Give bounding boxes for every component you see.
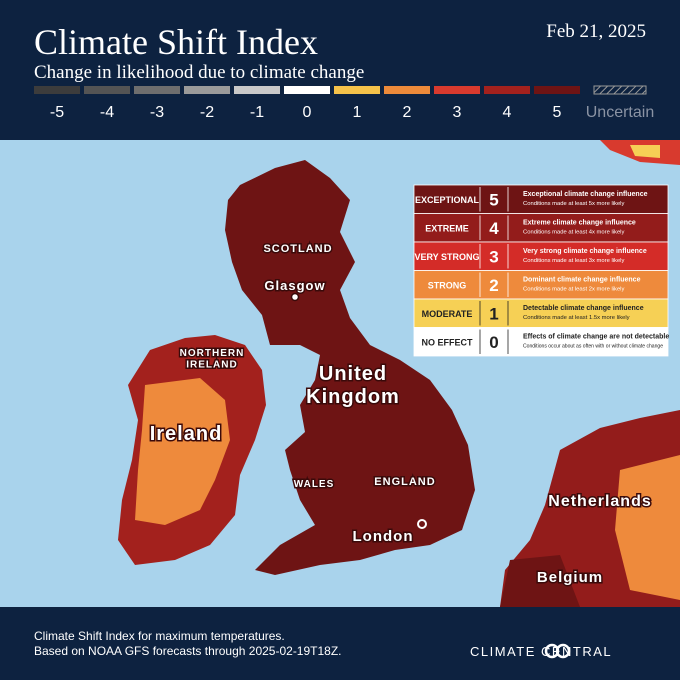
legend-row <box>413 327 669 357</box>
city-marker <box>290 292 300 302</box>
date: Feb 21, 2025 <box>546 21 646 42</box>
legend-row <box>413 298 669 328</box>
city-marker <box>417 519 427 529</box>
legend-category: VERY STRONG <box>414 252 479 262</box>
scale-swatch <box>184 86 230 94</box>
map-label: Glasgow <box>264 278 325 293</box>
legend-level: 4 <box>489 219 499 238</box>
legend-row <box>413 241 669 271</box>
scale-swatch <box>234 86 280 94</box>
legend-detail: Conditions made at least 1.5x more likel… <box>523 315 630 321</box>
legend-category: EXTREME <box>425 223 469 233</box>
legend-row <box>413 270 669 300</box>
map-label: SCOTLAND <box>263 243 332 255</box>
scale-label: 1 <box>353 104 362 121</box>
scale-swatch <box>284 86 330 94</box>
scale-label: -2 <box>200 104 214 121</box>
brand: CLIMATE CENTRAL <box>470 644 612 659</box>
legend-title: Very strong climate change influence <box>523 248 647 255</box>
footer-line: Based on NOAA GFS forecasts through 2025… <box>34 644 342 658</box>
legend-detail: Conditions made at least 5x more likely <box>523 201 625 207</box>
footer-line: Climate Shift Index for maximum temperat… <box>34 629 285 643</box>
scale-swatch <box>384 86 430 94</box>
footer <box>0 607 680 680</box>
scale: -5 -4 -3 -2 -1 0 1 2 3 4 5 Uncertain <box>34 85 654 121</box>
legend-detail: Conditions made at least 3x more likely <box>523 258 625 264</box>
legend-row <box>413 213 669 243</box>
legend-level: 0 <box>489 333 498 352</box>
legend-level: 1 <box>489 304 498 323</box>
scale-swatch <box>134 86 180 94</box>
title: Climate Shift Index <box>34 22 318 62</box>
map-label: London <box>353 528 414 545</box>
legend-title: Exceptional climate change influence <box>523 191 648 198</box>
header <box>0 0 680 140</box>
scale-swatch-uncertain <box>593 85 647 95</box>
legend-detail: Conditions made at least 4x more likely <box>523 230 625 236</box>
legend-category: NO EFFECT <box>422 337 474 347</box>
scale-label: 5 <box>553 104 562 121</box>
legend-title: Dominant climate change influence <box>523 277 641 284</box>
legend-title: Detectable climate change influence <box>523 305 644 312</box>
scale-swatch <box>84 86 130 94</box>
scale-label: 3 <box>453 104 462 121</box>
map-label: Ireland <box>150 423 223 445</box>
subtitle: Change in likelihood due to climate chan… <box>34 62 364 83</box>
scale-swatch <box>484 86 530 94</box>
scale-label: 2 <box>403 104 412 121</box>
legend-row <box>413 184 669 214</box>
scale-label: 4 <box>503 104 512 121</box>
legend-title: Effects of climate change are not detect… <box>523 334 669 341</box>
scale-label: -5 <box>50 104 64 121</box>
scale-swatch <box>534 86 580 94</box>
map-label: United <box>319 363 387 385</box>
legend-detail: Conditions made at least 2x more likely <box>523 287 625 293</box>
scale-swatch <box>334 86 380 94</box>
scale-label: -4 <box>100 104 114 121</box>
scale-label: -1 <box>250 104 264 121</box>
legend-level: 2 <box>489 276 498 295</box>
map-land <box>118 140 680 607</box>
scale-swatch <box>34 86 80 94</box>
legend-category: MODERATE <box>422 309 473 319</box>
legend-level: 5 <box>489 190 498 209</box>
scale-swatch <box>434 86 480 94</box>
legend-category: STRONG <box>428 280 467 290</box>
map-label: IRELAND <box>186 360 237 371</box>
legend-category: EXCEPTIONAL <box>415 195 480 205</box>
map-label: Kingdom <box>306 386 400 408</box>
scale-label-uncertain: Uncertain <box>586 104 654 121</box>
legend: EXCEPTIONAL 5 Exceptional climate change i… <box>413 184 669 357</box>
scale-label: -3 <box>150 104 164 121</box>
map-label: ENGLAND <box>374 476 435 488</box>
brand-logo <box>544 643 571 659</box>
map-label: Netherlands <box>548 493 651 510</box>
map-label: NORTHERN <box>180 348 245 359</box>
scale-label: 0 <box>303 104 312 121</box>
map-label: Belgium <box>537 569 603 586</box>
map-label: WALES <box>294 479 335 490</box>
legend-detail: Conditions occur about as often with or … <box>523 344 663 350</box>
legend-title: Extreme climate change influence <box>523 220 636 227</box>
legend-level: 3 <box>489 247 498 266</box>
